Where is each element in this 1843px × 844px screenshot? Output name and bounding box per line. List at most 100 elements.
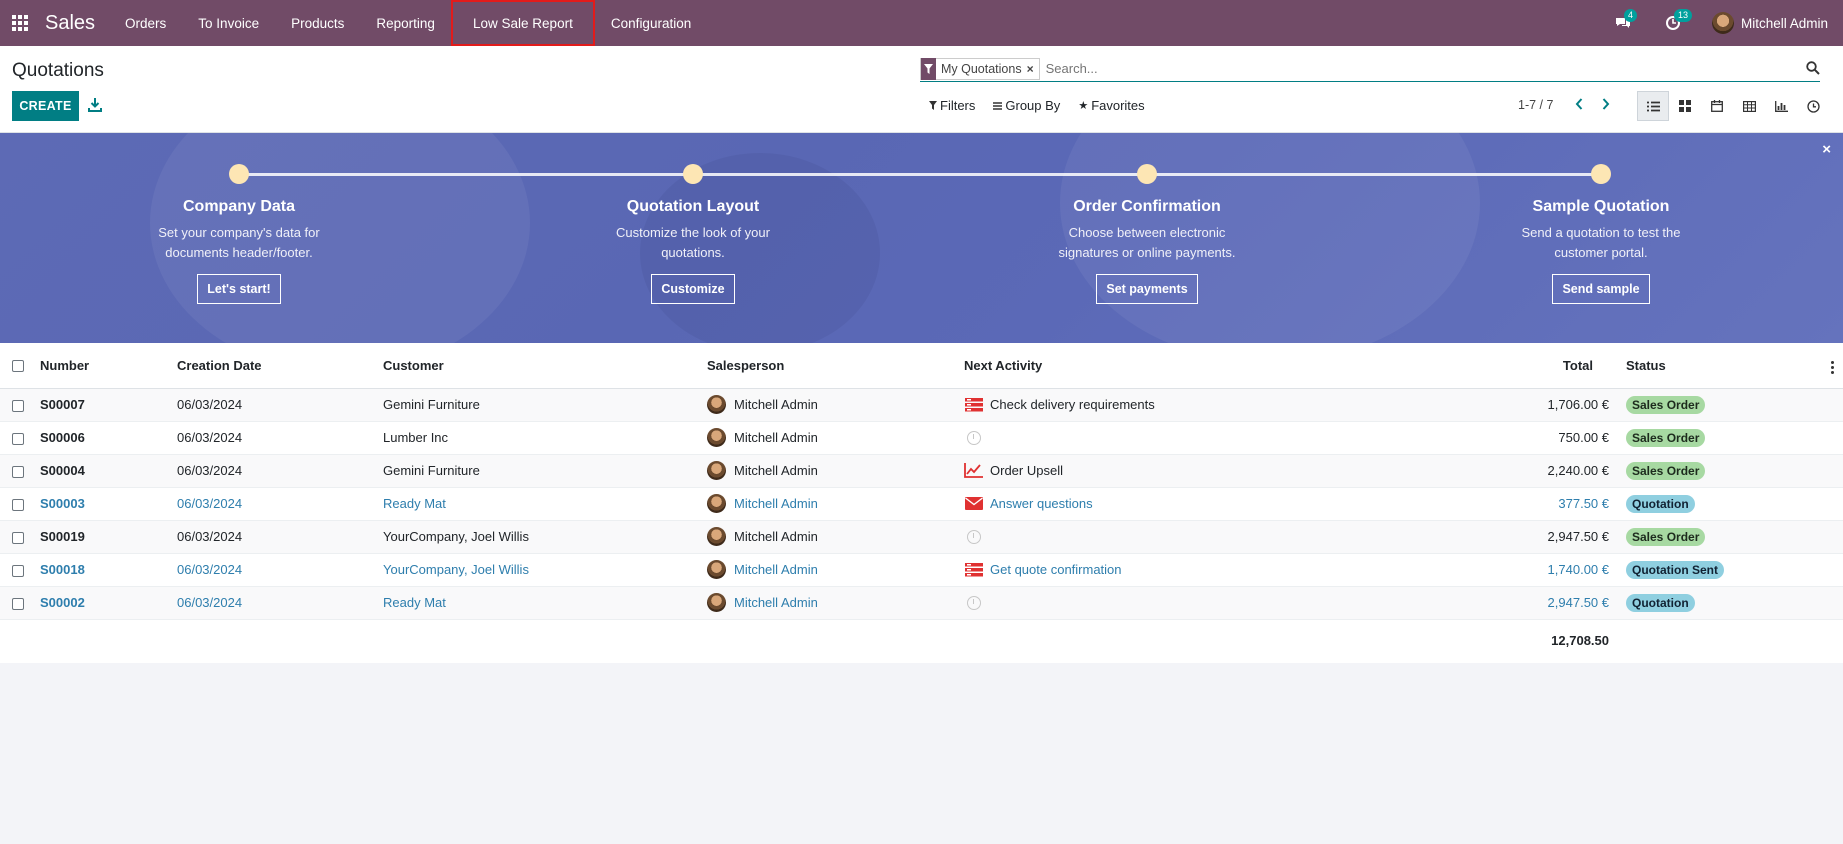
status-badge: Sales Order	[1626, 395, 1706, 414]
salesperson-name: Mitchell Admin	[734, 496, 818, 511]
table-row[interactable]: S00004 06/03/2024 Gemini Furniture Mitch…	[0, 454, 1843, 488]
calendar-view-icon[interactable]	[1701, 91, 1733, 121]
customer-name: Gemini Furniture	[383, 388, 707, 422]
column-header-salesperson[interactable]: Salesperson	[707, 343, 964, 389]
column-header-customer[interactable]: Customer	[383, 343, 707, 389]
status-badge: Quotation Sent	[1626, 560, 1724, 579]
clock-icon[interactable]	[966, 529, 981, 544]
customer-name: Ready Mat	[383, 487, 707, 521]
creation-date: 06/03/2024	[177, 421, 383, 455]
column-header-next-activity[interactable]: Next Activity	[964, 343, 1484, 389]
onboarding-progress-line	[240, 173, 1600, 176]
app-brand[interactable]: Sales	[45, 11, 96, 34]
creation-date: 06/03/2024	[177, 520, 383, 554]
row-checkbox[interactable]	[12, 498, 24, 511]
pivot-view-icon[interactable]	[1733, 91, 1765, 121]
set-payments-button[interactable]: Set payments	[1096, 274, 1198, 304]
optional-columns-icon[interactable]	[1831, 361, 1834, 376]
table-row[interactable]: S00006 06/03/2024 Lumber Inc Mitchell Ad…	[0, 421, 1843, 455]
facet-label: My Quotations	[941, 61, 1022, 76]
totals-row: 12,708.50	[0, 619, 1843, 661]
activity-view-icon[interactable]	[1797, 91, 1829, 121]
favorites-button[interactable]: ★ Favorites	[1078, 98, 1144, 113]
table-row[interactable]: S00003 06/03/2024 Ready Mat Mitchell Adm…	[0, 487, 1843, 521]
facet-remove-icon[interactable]: ×	[1026, 61, 1034, 76]
salesperson-avatar	[707, 527, 726, 546]
table-row[interactable]: S00018 06/03/2024 YourCompany, Joel Will…	[0, 553, 1843, 587]
banner-background-shape	[150, 133, 530, 343]
menu-products[interactable]: Products	[291, 15, 345, 31]
menu-reporting[interactable]: Reporting	[376, 15, 435, 31]
next-activity-text[interactable]: Get quote confirmation	[990, 562, 1122, 577]
customize-button[interactable]: Customize	[651, 274, 735, 304]
banner-background-shape	[1060, 133, 1480, 343]
step-title: Company Data	[182, 198, 296, 215]
status-badge: Sales Order	[1626, 428, 1706, 447]
filters-button[interactable]: Filters	[929, 98, 975, 113]
next-activity-text[interactable]: Check delivery requirements	[990, 397, 1155, 412]
create-button[interactable]: CREATE	[12, 91, 79, 121]
menu-orders[interactable]: Orders	[125, 15, 167, 31]
column-header-creation-date[interactable]: Creation Date	[177, 343, 383, 389]
step-dot	[1137, 164, 1157, 184]
next-activity-text[interactable]: Answer questions	[990, 496, 1093, 511]
graph-view-icon[interactable]	[1765, 91, 1797, 121]
lets-start-button[interactable]: Let's start!	[197, 274, 281, 304]
send-sample-button[interactable]: Send sample	[1552, 274, 1650, 304]
order-number: S00018	[40, 553, 177, 587]
column-header-status[interactable]: Status	[1618, 343, 1843, 389]
tasks-icon[interactable]	[964, 562, 983, 577]
activities-icon[interactable]: 13	[1662, 9, 1692, 34]
pager-previous-icon[interactable]	[1574, 97, 1584, 111]
group-by-button[interactable]: Group By	[993, 98, 1060, 113]
row-checkbox[interactable]	[12, 465, 24, 478]
table-row[interactable]: S00002 06/03/2024 Ready Mat Mitchell Adm…	[0, 586, 1843, 620]
row-checkbox[interactable]	[12, 597, 24, 610]
row-checkbox[interactable]	[12, 531, 24, 544]
upsell-chart-icon[interactable]	[964, 463, 983, 478]
favorites-label: Favorites	[1091, 98, 1145, 113]
envelope-icon[interactable]	[964, 496, 983, 511]
menu-to-invoice[interactable]: To Invoice	[198, 15, 260, 31]
search-input[interactable]	[1045, 61, 1820, 76]
row-checkbox[interactable]	[12, 564, 24, 577]
list-view-icon[interactable]	[1637, 91, 1669, 121]
user-menu[interactable]: Mitchell Admin	[1711, 12, 1828, 34]
messages-icon[interactable]: 4	[1612, 9, 1637, 34]
pager-next-icon[interactable]	[1601, 97, 1611, 111]
menu-configuration[interactable]: Configuration	[610, 15, 692, 31]
select-all-checkbox[interactable]	[12, 360, 24, 373]
row-checkbox[interactable]	[12, 432, 24, 445]
table-row[interactable]: S00019 06/03/2024 YourCompany, Joel Will…	[0, 520, 1843, 554]
order-number: S00002	[40, 586, 177, 620]
clock-icon[interactable]	[966, 430, 981, 445]
filter-icon	[929, 101, 937, 110]
onboarding-step-sample-quotation: Sample Quotation Send a quotation to tes…	[1471, 164, 1731, 304]
row-checkbox[interactable]	[12, 399, 24, 412]
column-header-total[interactable]: Total	[1484, 343, 1618, 389]
next-activity-text[interactable]: Order Upsell	[990, 463, 1063, 478]
search-icon[interactable]	[1806, 61, 1820, 75]
pager-value[interactable]: 1-7 / 7	[1518, 98, 1554, 112]
star-icon: ★	[1078, 100, 1089, 112]
column-header-number[interactable]: Number	[40, 343, 177, 389]
user-name: Mitchell Admin	[1740, 15, 1828, 31]
download-icon[interactable]	[88, 97, 102, 113]
apps-menu-icon[interactable]	[0, 0, 40, 46]
salesperson-name: Mitchell Admin	[734, 595, 818, 610]
search-bar: My Quotations ×	[920, 56, 1820, 82]
step-dot	[229, 164, 249, 184]
kanban-view-icon[interactable]	[1669, 91, 1701, 121]
tasks-icon[interactable]	[964, 397, 983, 412]
customer-name: Gemini Furniture	[383, 454, 707, 488]
order-number: S00007	[40, 388, 177, 422]
order-number: S00006	[40, 421, 177, 455]
banner-close-icon[interactable]: ×	[1822, 141, 1831, 158]
status-badge: Sales Order	[1626, 527, 1706, 546]
menu-low-sale-report[interactable]: Low Sale Report	[450, 0, 595, 46]
table-row[interactable]: S00007 06/03/2024 Gemini Furniture Mitch…	[0, 388, 1843, 422]
creation-date: 06/03/2024	[177, 388, 383, 422]
clock-icon[interactable]	[966, 595, 981, 610]
order-total: 2,240.00 €	[1484, 454, 1618, 488]
onboarding-step-order-confirmation: Order Confirmation Choose between electr…	[1017, 164, 1277, 304]
